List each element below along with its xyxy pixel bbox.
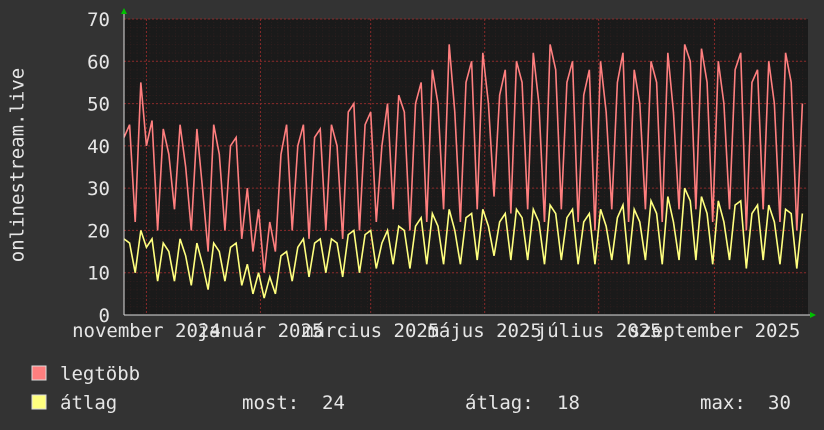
- y-tick-label: 70: [87, 9, 110, 31]
- legend-label: átlag: [60, 392, 117, 414]
- y-axis-label: onlinestream.live: [7, 68, 29, 262]
- legend-swatch: [31, 365, 47, 381]
- stat-value: 30: [768, 392, 791, 414]
- y-tick-label: 60: [87, 51, 110, 73]
- y-tick-label: 10: [87, 263, 110, 285]
- stat-label: most:: [242, 392, 299, 414]
- stat-label: átlag:: [465, 392, 534, 414]
- axis-arrow: [121, 8, 127, 14]
- x-tick-label: március 2025: [302, 320, 439, 342]
- series-line: [123, 187, 804, 299]
- x-tick-label: július 2025: [536, 320, 662, 342]
- stat-label: max:: [700, 392, 746, 414]
- series-line: [123, 44, 804, 273]
- axis-arrow: [810, 312, 816, 318]
- y-tick-label: 50: [87, 94, 110, 116]
- legend-swatch: [31, 394, 47, 410]
- stat-value: 24: [322, 392, 345, 414]
- x-tick-label: január 2025: [198, 320, 324, 342]
- y-tick-label: 40: [87, 136, 110, 158]
- stat-value: 18: [557, 392, 580, 414]
- x-tick-label: november 2024: [72, 320, 221, 342]
- y-tick-label: 30: [87, 178, 110, 200]
- y-tick-label: 0: [99, 305, 110, 327]
- y-tick-label: 20: [87, 220, 110, 242]
- legend-label: legtöbb: [60, 363, 140, 385]
- x-tick-label: szeptember 2025: [629, 320, 801, 342]
- x-tick-label: május 2025: [427, 320, 541, 342]
